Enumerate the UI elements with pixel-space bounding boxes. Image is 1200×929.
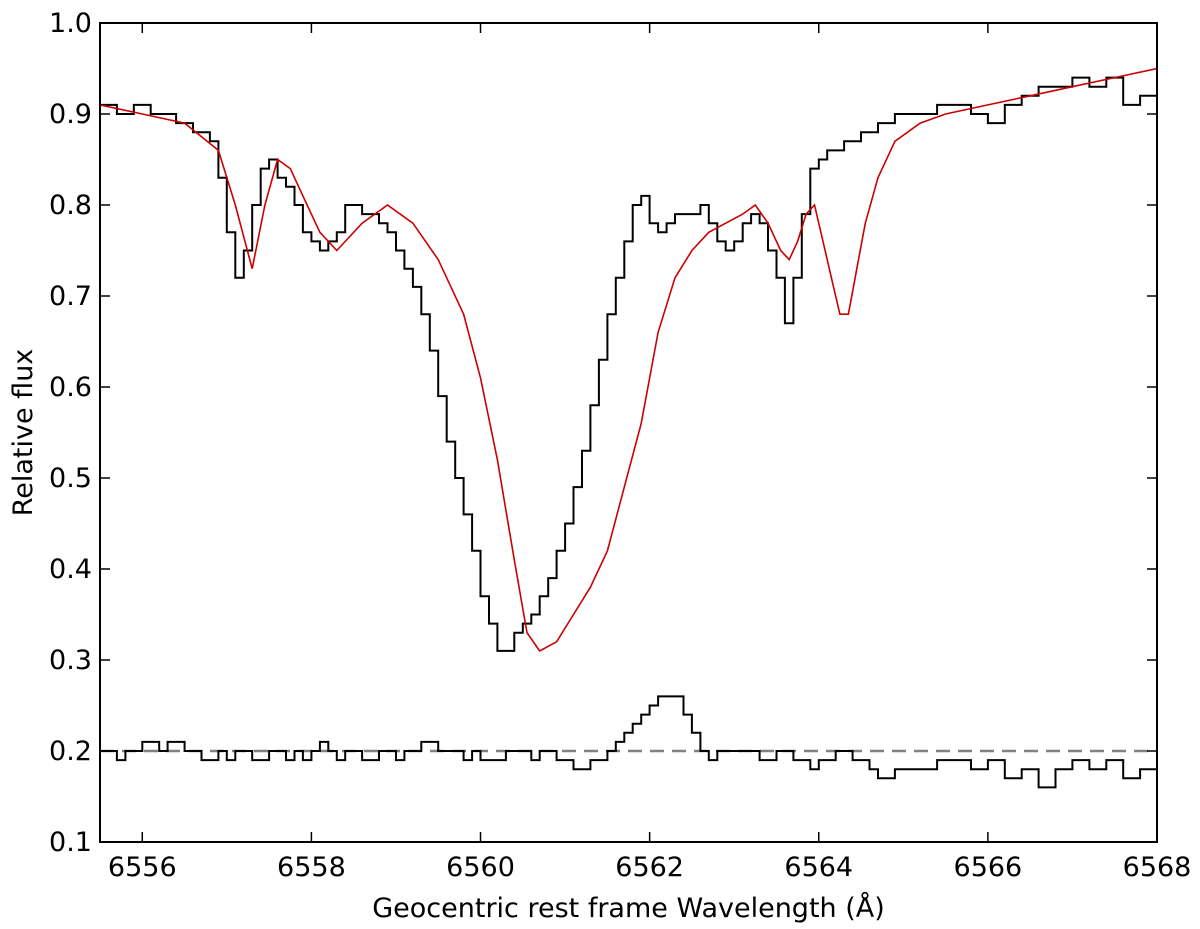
y-tick-label: 0.8 <box>49 190 92 221</box>
x-tick-label: 6562 <box>615 852 684 883</box>
y-tick-label: 0.9 <box>49 99 92 130</box>
series-line-2 <box>100 695 1157 789</box>
y-tick-label: 0.6 <box>49 372 92 403</box>
series-line-1 <box>100 67 1157 652</box>
y-axis-title: Relative flux <box>8 349 39 517</box>
ticks-group: 6556 6558 6560 6562 6564 6566 6568 0.1 0.2 0.3 0.4… <box>49 8 1191 883</box>
x-tick-label: 6566 <box>954 852 1023 883</box>
x-axis-title: Geocentric rest frame Wavelength (Å) <box>372 892 885 924</box>
series-line-0 <box>100 76 1157 652</box>
x-tick-label: 6560 <box>446 852 515 883</box>
y-tick-label: 0.1 <box>49 827 92 858</box>
y-tick-label: 0.7 <box>49 281 92 312</box>
plot-frame <box>99 22 1158 843</box>
y-tick-label: 0.4 <box>49 554 92 585</box>
y-tick-label: 1.0 <box>49 8 92 39</box>
x-tick-label: 6556 <box>108 852 177 883</box>
y-tick-label: 0.5 <box>49 463 92 494</box>
y-tick-label: 0.2 <box>49 736 92 767</box>
x-tick-label: 6568 <box>1123 852 1192 883</box>
x-tick-label: 6564 <box>784 852 853 883</box>
x-tick-label: 6558 <box>277 852 346 883</box>
plot-series-group <box>100 67 1157 789</box>
y-tick-label: 0.3 <box>49 645 92 676</box>
